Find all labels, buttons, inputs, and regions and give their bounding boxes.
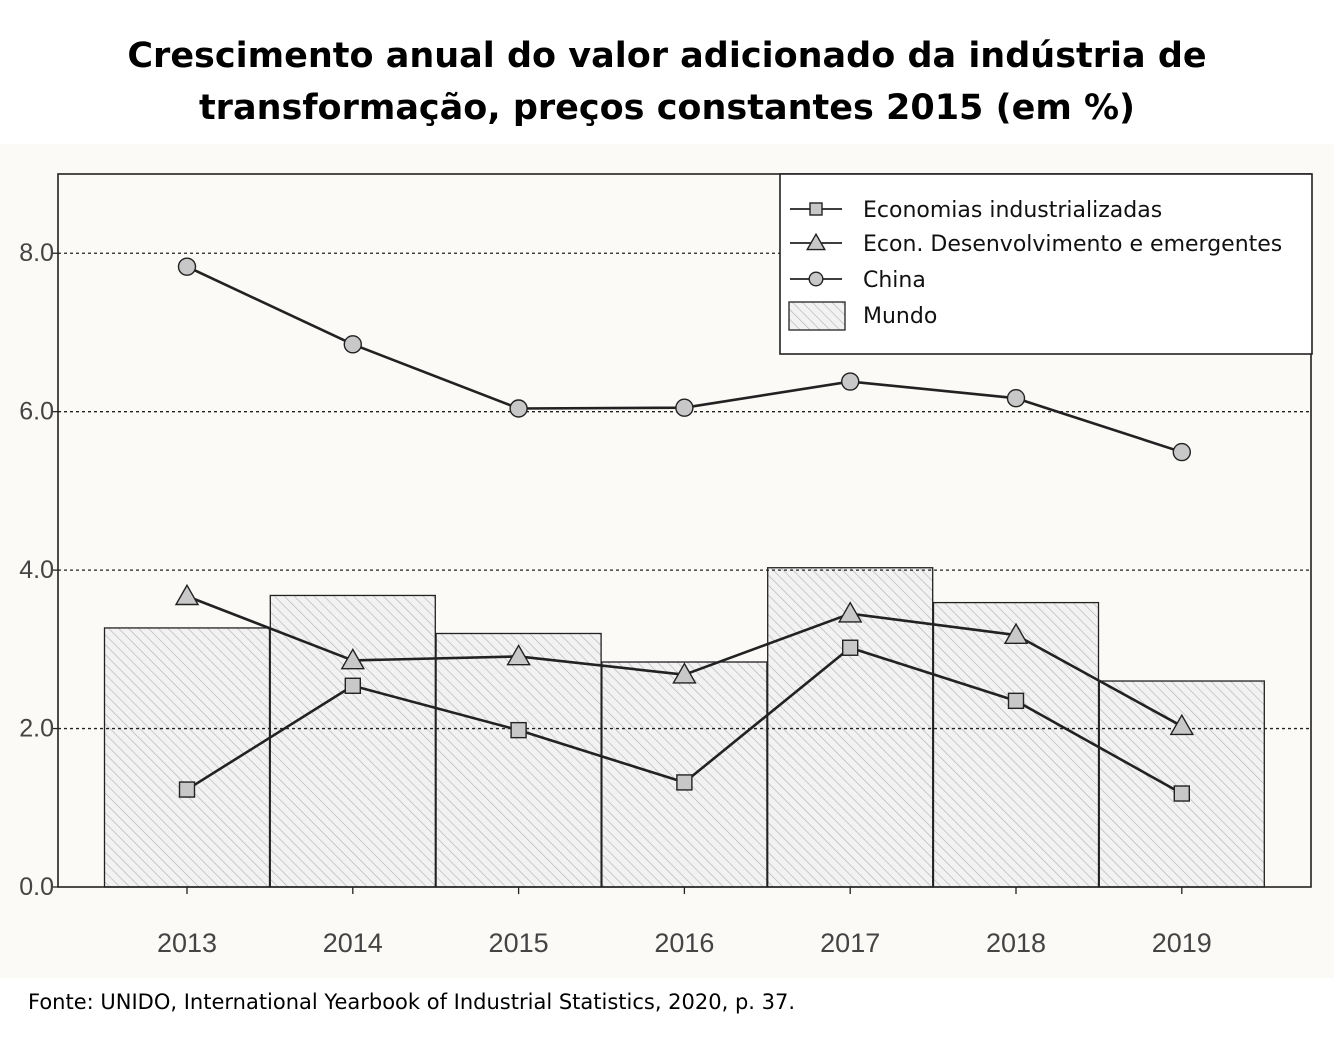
y-tick-label: 8.0 [19, 239, 54, 267]
point-circle-2013 [177, 257, 197, 276]
legend-label-circle: China [863, 268, 926, 293]
legend-label-square: Economias industrializadas [863, 198, 1162, 223]
point-square-2014 [344, 677, 361, 694]
point-circle-2015 [509, 399, 528, 418]
point-triangle-2014 [340, 648, 366, 670]
x-tick-label-2018: 2018 [986, 928, 1046, 958]
point-square-2013 [178, 781, 196, 798]
legend: Economias industrializadas Econ. Desenvol… [779, 173, 1313, 355]
y-tick-label: 4.0 [19, 556, 54, 584]
x-axis: 2013 2014 2015 2016 2017 2018 2019 [157, 887, 1212, 958]
y-axis: 0.0 2.0 4.0 6.0 8.0 [19, 239, 58, 901]
point-triangle-2013 [174, 583, 200, 606]
x-tick-label-2015: 2015 [489, 928, 549, 958]
legend-marker-square [809, 202, 823, 216]
x-tick-label-2013: 2013 [157, 928, 217, 958]
legend-label-mundo: Mundo [863, 304, 937, 329]
legend-marker-circle [808, 271, 824, 287]
y-tick-label: 6.0 [19, 398, 54, 426]
point-circle-2014 [343, 335, 362, 354]
point-circle-2019 [1172, 442, 1192, 462]
chart-title-line-2: transformação, preços constantes 2015 (e… [198, 88, 1136, 128]
legend-swatch-mundo [788, 301, 846, 331]
bar-mundo-2018 [932, 601, 1100, 888]
x-tick-label-2016: 2016 [654, 928, 714, 958]
point-triangle-2019 [1169, 713, 1195, 736]
point-circle-2016 [675, 398, 694, 417]
x-tick-label-2014: 2014 [323, 928, 383, 958]
source-note: Fonte: UNIDO, International Yearbook of … [28, 990, 796, 1014]
point-square-2017 [842, 639, 859, 656]
point-triangle-2016 [672, 662, 697, 684]
point-circle-2018 [1006, 388, 1026, 408]
point-square-2015 [510, 721, 527, 739]
legend-marker-triangle [805, 232, 827, 251]
legend-box [779, 173, 1313, 355]
point-square-2016 [676, 774, 693, 791]
bar-mundo-2014 [269, 594, 436, 888]
bar-mundo-2015 [435, 632, 602, 888]
chart-panel: 0.0 2.0 4.0 6.0 8.0 2013 2014 2015 2016 2017 2018 2… [0, 144, 1334, 978]
chart-title: Crescimento anual do valor adicionado da… [0, 30, 1334, 134]
bar-mundo-2013 [103, 627, 271, 888]
chart-title-line-1: Crescimento anual do valor adicionado da… [127, 36, 1207, 76]
point-circle-2017 [841, 372, 860, 391]
point-triangle-2018 [1003, 622, 1029, 645]
bar-mundo-2019 [1098, 680, 1265, 888]
series-2 [177, 257, 1192, 462]
point-square-2018 [1007, 692, 1025, 710]
series-0 [178, 639, 1191, 802]
y-tick-label: 0.0 [19, 873, 54, 901]
y-tick-label: 2.0 [19, 715, 54, 743]
point-triangle-2017 [837, 601, 863, 623]
point-triangle-2015 [506, 644, 531, 666]
point-square-2019 [1173, 785, 1191, 802]
series-1 [174, 583, 1195, 736]
x-tick-label-2019: 2019 [1152, 928, 1212, 958]
legend-label-triangle: Econ. Desenvolvimento e emergentes [863, 232, 1282, 257]
x-tick-label-2017: 2017 [820, 928, 880, 958]
